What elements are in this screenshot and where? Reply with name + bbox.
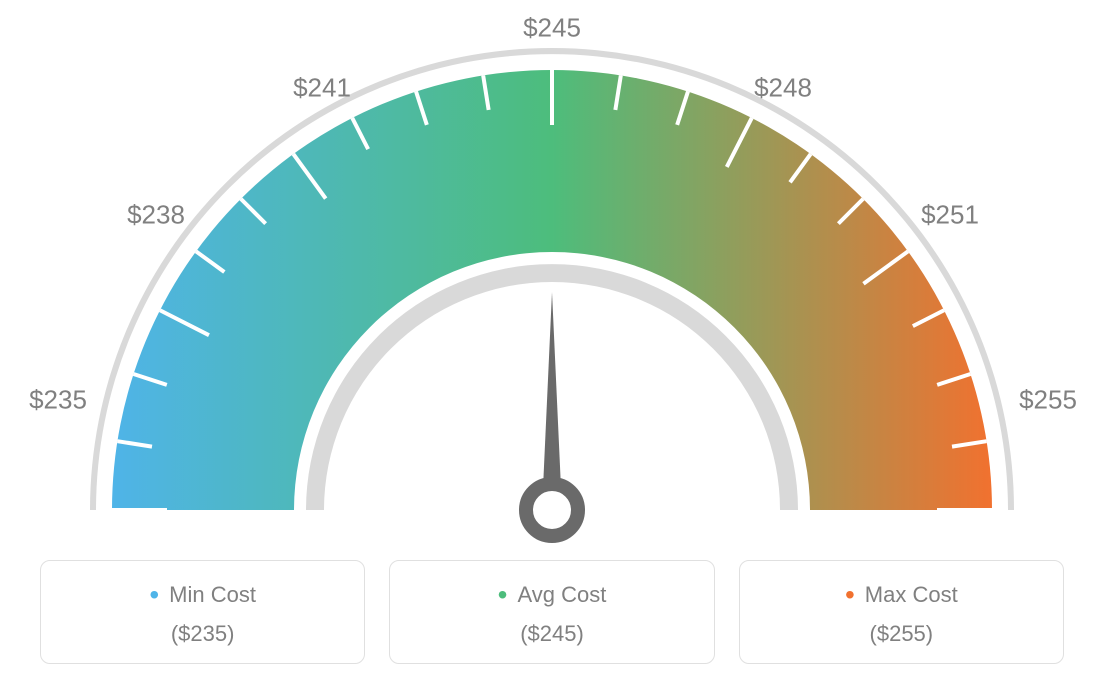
gauge-tick-label: $255 bbox=[1019, 385, 1077, 416]
legend-row: Min Cost ($235) Avg Cost ($245) Max Cost… bbox=[0, 560, 1104, 664]
gauge-tick-label: $235 bbox=[29, 385, 87, 416]
gauge-tick-label: $248 bbox=[754, 73, 812, 104]
legend-avg-title: Avg Cost bbox=[390, 579, 713, 611]
legend-min-value: ($235) bbox=[41, 621, 364, 647]
gauge-tick-label: $245 bbox=[523, 13, 581, 44]
legend-avg-value: ($245) bbox=[390, 621, 713, 647]
gauge-tick-label: $238 bbox=[127, 200, 185, 231]
cost-gauge-chart: $235 $238 $241 $245 $248 $251 $255 bbox=[0, 0, 1104, 560]
gauge-needle-hub bbox=[526, 484, 578, 536]
gauge-tick-label: $251 bbox=[921, 200, 979, 231]
legend-min-box: Min Cost ($235) bbox=[40, 560, 365, 664]
legend-max-value: ($255) bbox=[740, 621, 1063, 647]
gauge-tick-label: $241 bbox=[293, 73, 351, 104]
legend-avg-box: Avg Cost ($245) bbox=[389, 560, 714, 664]
legend-min-title: Min Cost bbox=[41, 579, 364, 611]
legend-max-title: Max Cost bbox=[740, 579, 1063, 611]
gauge-svg bbox=[0, 0, 1104, 560]
legend-max-box: Max Cost ($255) bbox=[739, 560, 1064, 664]
